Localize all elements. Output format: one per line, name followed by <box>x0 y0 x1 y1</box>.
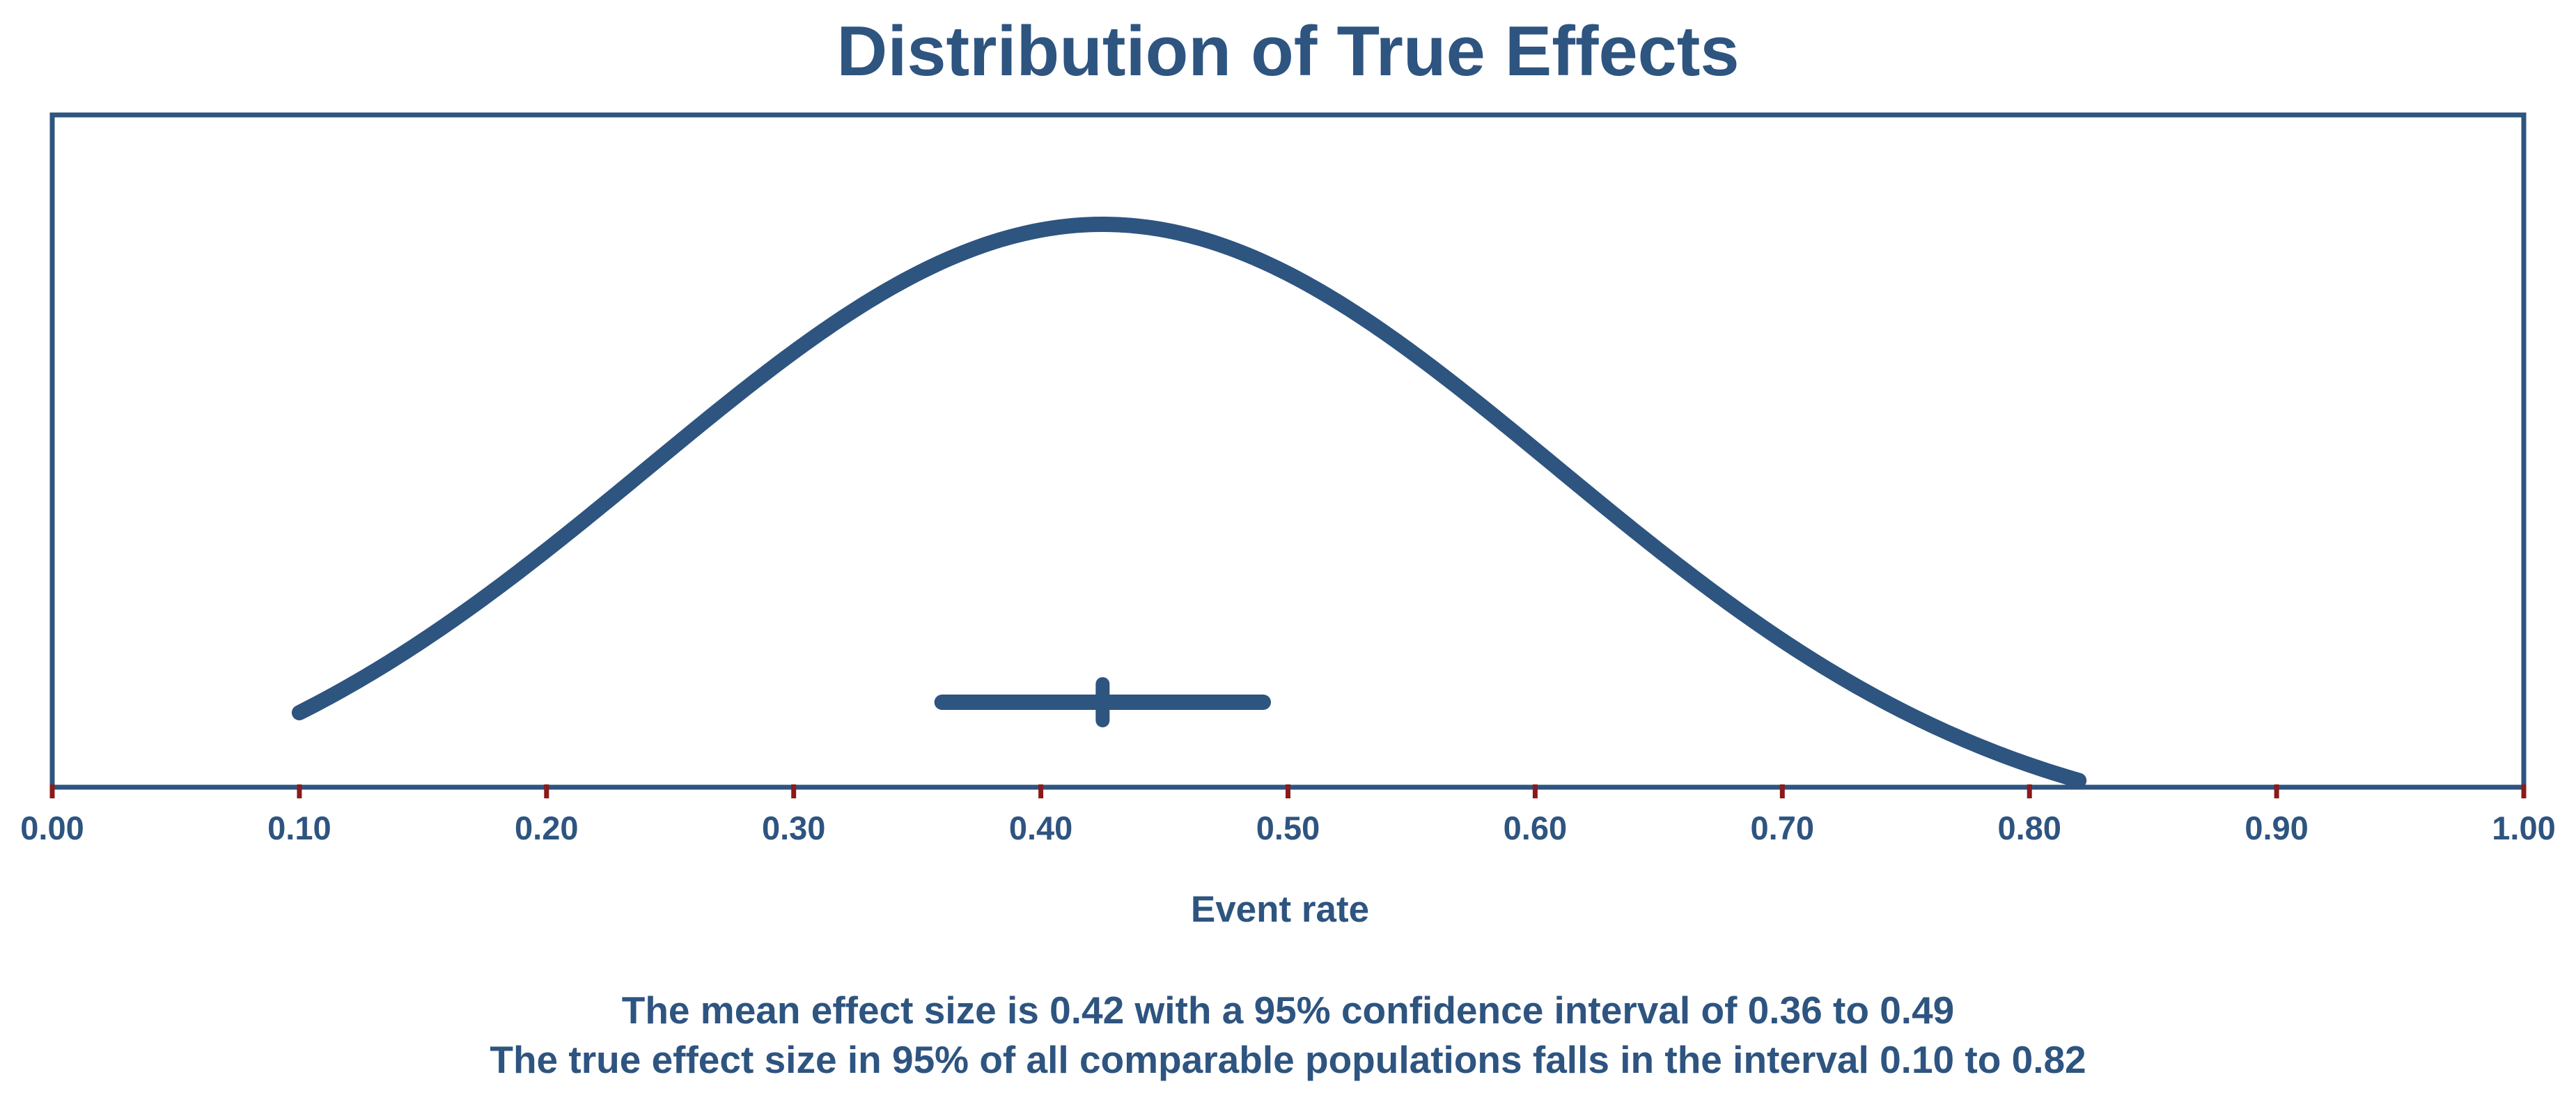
x-tick-label: 0.90 <box>2245 809 2308 846</box>
x-tick-label: 0.60 <box>1504 809 1567 846</box>
plot-layer <box>49 112 2527 790</box>
x-tick-label: 0.80 <box>1997 809 2061 846</box>
plot-frame <box>49 112 2527 790</box>
x-tick-label: 0.00 <box>20 809 84 846</box>
x-tick-label: 0.20 <box>515 809 578 846</box>
x-tick-label: 1.00 <box>2492 809 2555 846</box>
x-tick-label: 0.40 <box>1009 809 1072 846</box>
prediction-interval-note: The true effect size in 95% of all compa… <box>490 1038 2086 1081</box>
x-tick-label: 0.70 <box>1751 809 1814 846</box>
x-axis-label: Event rate <box>1191 889 1369 930</box>
x-tick-label: 0.10 <box>267 809 331 846</box>
mean-effect-note: The mean effect size is 0.42 with a 95% … <box>622 989 1955 1032</box>
density-curve <box>291 217 2087 789</box>
x-axis-ticks: 0.00 0.10 0.20 0.30 0.40 0.50 0.60 0.70 0.80 0.90… <box>20 784 2556 846</box>
chart-title: Distribution of True Effects <box>836 13 1739 91</box>
x-tick-label: 0.50 <box>1256 809 1320 846</box>
x-tick-label: 0.30 <box>762 809 825 846</box>
